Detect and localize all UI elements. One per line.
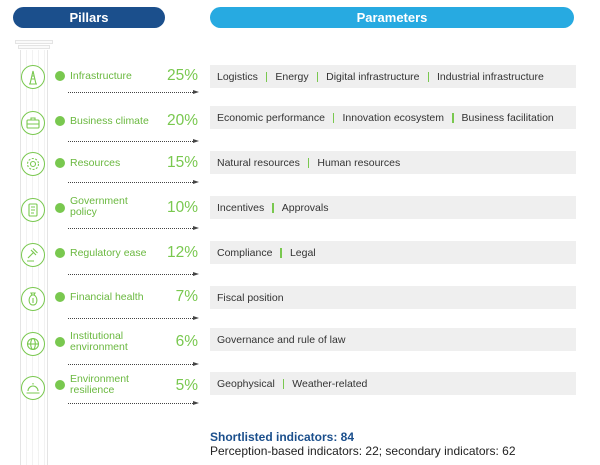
bullet-dot (55, 380, 65, 390)
tower-icon (21, 65, 45, 89)
arrow-connector (68, 226, 199, 231)
document-icon (21, 198, 45, 222)
pillar-name: Infrastructure (70, 70, 132, 82)
parameter-bar: Natural resources Human resources (210, 151, 576, 174)
parameter-item: Weather-related (292, 377, 368, 390)
parameter-item: Human resources (317, 156, 401, 169)
money-bag-icon (21, 287, 45, 311)
parameter-item: Industrial infrastructure (437, 70, 544, 83)
pillar-name: Regulatory ease (70, 247, 147, 259)
parameter-item: Legal (289, 246, 316, 259)
pillar-name: Business climate (70, 115, 149, 127)
parameter-item: Governance and rule of law (217, 333, 346, 346)
pillar-weight: 12% (166, 244, 198, 261)
parameter-bar: Governance and rule of law (210, 328, 576, 351)
arrow-connector (68, 316, 199, 321)
arrow-connector (68, 362, 199, 367)
gear-icon (21, 152, 45, 176)
bullet-dot (55, 292, 65, 302)
pillar-weight: 5% (175, 377, 198, 394)
parameter-item: Approvals (281, 201, 329, 214)
bullet-dot (55, 158, 65, 168)
bullet-dot (55, 203, 65, 213)
arrow-connector (68, 272, 199, 277)
bullet-dot (55, 71, 65, 81)
parameter-item: Innovation ecosystem (342, 111, 445, 124)
shortlisted-indicators: Shortlisted indicators: 84 (210, 430, 355, 444)
parameter-item: Economic performance (217, 111, 325, 124)
parameter-item: Business facilitation (461, 111, 554, 124)
parameter-bar: Geophysical Weather-related (210, 372, 576, 395)
parameter-item: Geophysical (217, 377, 275, 390)
weather-icon (21, 376, 45, 400)
arrow-connector (68, 90, 199, 95)
parameter-bar: Logistics Energy Digital infrastructure … (210, 65, 576, 88)
indicator-breakdown: Perception-based indicators: 22; seconda… (210, 444, 516, 458)
parameter-item: Digital infrastructure (326, 70, 420, 83)
pillar-weight: 10% (166, 199, 198, 216)
pillar-weight: 7% (175, 288, 198, 305)
parameter-bar: Incentives Approvals (210, 196, 576, 219)
pillar-name: Government policy (70, 195, 128, 218)
arrow-connector (68, 401, 199, 406)
parameter-item: Energy (275, 70, 309, 83)
parameter-bar: Compliance Legal (210, 241, 576, 264)
parameters-header: Parameters (210, 7, 574, 28)
parameter-item: Incentives (217, 201, 265, 214)
globe-icon (21, 332, 45, 356)
pillar-weight: 25% (166, 67, 198, 84)
pillar-name: Resources (70, 157, 121, 169)
pillar-name: Institutional environment (70, 330, 128, 353)
pillars-header: Pillars (13, 7, 165, 28)
arrow-connector (68, 139, 199, 144)
pillar-weight: 15% (166, 154, 198, 171)
gavel-icon (21, 243, 45, 267)
parameter-item: Natural resources (217, 156, 300, 169)
bullet-dot (55, 337, 65, 347)
parameter-bar: Fiscal position (210, 286, 576, 309)
briefcase-icon (21, 111, 45, 135)
parameter-item: Fiscal position (217, 291, 284, 304)
pillar-weight: 20% (166, 112, 198, 129)
pillar-name: Financial health (70, 291, 144, 303)
pillar-weight: 6% (175, 333, 198, 350)
bullet-dot (55, 116, 65, 126)
pillar-name: Environment resilience (70, 373, 129, 396)
parameter-bar: Economic performance Innovation ecosyste… (210, 106, 576, 129)
parameter-item: Logistics (217, 70, 258, 83)
bullet-dot (55, 248, 65, 258)
arrow-connector (68, 180, 199, 185)
parameter-item: Compliance (217, 246, 273, 259)
